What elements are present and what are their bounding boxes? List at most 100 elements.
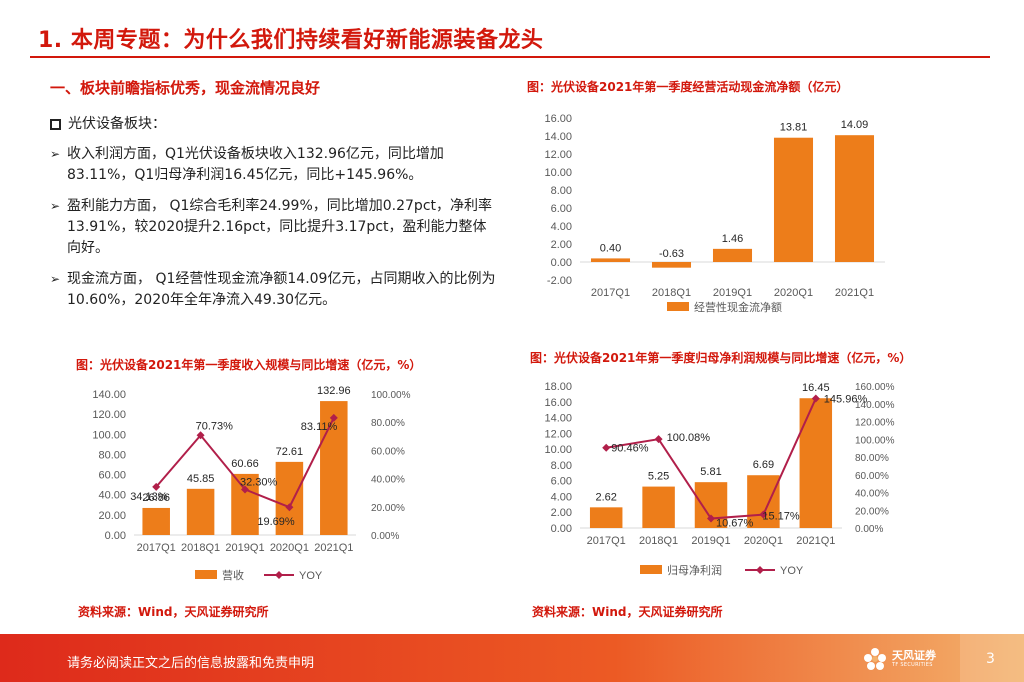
source-note-left: 资料来源：Wind，天风证券研究所 [78, 605, 269, 619]
x-tick-label: 2017Q1 [137, 542, 176, 554]
bar [834, 135, 875, 262]
y-tick-label: -2.00 [547, 275, 572, 287]
y-tick-label: 10.00 [544, 167, 572, 179]
legend-label: 经营性现金流净额 [694, 300, 782, 314]
cashflow-chart-title: 图：光伏设备2021年第一季度经营活动现金流净额（亿元） [527, 80, 849, 94]
revenue-chart: 140.00 120.00 100.00 80.00 60.00 40.00 20.00 0.… [92, 385, 410, 582]
y-tick-label: 16.00 [544, 113, 572, 125]
square-bullet-icon [50, 119, 61, 130]
bar [275, 461, 304, 535]
bar [320, 401, 348, 535]
arrow-bullet-icon: ➢ [50, 272, 61, 286]
bar [712, 248, 753, 262]
y2-tick-label: 0.00% [371, 531, 399, 542]
x-tick-label: 2019Q1 [691, 535, 730, 547]
title-divider [30, 56, 990, 58]
flower-logo-icon [864, 648, 886, 670]
yoy-marker [285, 503, 294, 512]
y-tick-label: 8.00 [551, 185, 572, 197]
y-tick-label: 0.00 [551, 257, 572, 269]
bar [186, 488, 215, 535]
bar [142, 507, 170, 535]
y2-tick-label: 100.00% [855, 435, 895, 446]
y-tick-label: 14.00 [544, 413, 572, 425]
bar-value-label: 16.45 [802, 382, 830, 394]
y-tick-label: 6.00 [551, 203, 572, 215]
yoy-value-label: 32.30% [240, 476, 278, 488]
yoy-value-label: 145.96% [824, 393, 868, 405]
y2-tick-label: 80.00% [855, 453, 889, 464]
y-tick-label: 80.00 [98, 449, 126, 461]
bar-value-label: 0.40 [600, 242, 621, 254]
x-tick-label: 2018Q1 [181, 542, 220, 554]
arrow-bullet-icon: ➢ [50, 147, 61, 161]
legend-label: YOY [299, 570, 323, 582]
arrow-bullet-icon: ➢ [50, 199, 61, 213]
legend-bar-swatch [667, 302, 689, 311]
legend-label: 归母净利润 [667, 563, 722, 577]
text-block: 光伏设备板块： ➢ 收入利润方面，Q1光伏设备板块收入132.96亿元，同比增加… [50, 114, 500, 321]
bar [642, 486, 675, 528]
yoy-value-label: 10.67% [716, 518, 754, 530]
cashflow-chart: 16.00 14.00 12.00 10.00 8.00 6.00 4.00 2.00 0.00… [544, 113, 885, 314]
yoy-value-label: 34.13% [130, 491, 168, 503]
logo-chinese-text: 天风证券 [892, 648, 936, 662]
bar-value-label: 13.81 [780, 122, 808, 134]
y-tick-label: 60.00 [98, 470, 126, 482]
bar [773, 137, 814, 262]
footer-band [0, 634, 1024, 682]
bar [589, 507, 623, 528]
page-number: 3 [986, 651, 995, 667]
y-tick-label: 8.00 [551, 460, 572, 472]
x-tick-label: 2021Q1 [796, 535, 835, 547]
y2-tick-label: 60.00% [371, 446, 405, 457]
section-heading: 一、板块前瞻指标优秀，现金流情况良好 [50, 79, 321, 97]
x-tick-label: 2021Q1 [835, 287, 874, 299]
bar-value-label: 72.61 [276, 446, 304, 458]
bar-value-label: 2.62 [595, 491, 616, 503]
x-tick-label: 2021Q1 [314, 542, 353, 554]
legend-line-marker [275, 571, 283, 579]
legend-label: YOY [780, 565, 804, 577]
y-tick-label: 20.00 [98, 510, 126, 522]
subsection-label: 光伏设备板块： [68, 116, 166, 132]
yoy-value-label: 19.69% [257, 516, 295, 528]
yoy-value-label: 90.46% [611, 443, 649, 455]
y-tick-label: 0.00 [551, 523, 572, 535]
x-tick-label: 2020Q1 [774, 287, 813, 299]
yoy-marker [329, 413, 338, 422]
y-tick-label: 12.00 [544, 428, 572, 440]
y-tick-label: 18.00 [544, 381, 572, 393]
x-tick-label: 2017Q1 [591, 287, 630, 299]
y-tick-label: 100.00 [92, 429, 126, 441]
yoy-marker [707, 514, 715, 523]
y-tick-label: 16.00 [544, 397, 572, 409]
yoy-marker [602, 443, 611, 452]
bullet-item: ➢ 收入利润方面，Q1光伏设备板块收入132.96亿元，同比增加83.11%，Q… [50, 144, 500, 186]
bar-value-label: -0.63 [659, 248, 684, 260]
y2-tick-label: 140.00% [855, 400, 895, 411]
bar-value-label: 14.09 [841, 119, 869, 131]
disclaimer-text: 请务必阅读正文之后的信息披露和免责申明 [67, 656, 315, 671]
netprofit-chart: 18.00 16.00 14.00 12.00 10.00 8.00 6.00 4.00 2.0… [544, 381, 895, 577]
bar-value-label: 45.85 [187, 473, 215, 485]
bar-value-label: 1.46 [722, 233, 743, 245]
x-tick-label: 2020Q1 [270, 542, 309, 554]
legend-bar-swatch [640, 565, 662, 574]
y2-tick-label: 160.00% [855, 382, 895, 393]
yoy-marker [241, 485, 249, 494]
footer-notch [960, 634, 1024, 682]
yoy-value-label: 83.11% [301, 421, 338, 433]
page-title: 1. 本周专题：为什么我们持续看好新能源装备龙头 [38, 28, 544, 53]
y2-tick-label: 80.00% [371, 418, 405, 429]
logo-english-text: TF SECURITIES [892, 661, 933, 668]
revenue-chart-title: 图：光伏设备2021年第一季度收入规模与同比增速（亿元，%） [76, 358, 422, 372]
yoy-value-label: 70.73% [196, 420, 234, 432]
x-tick-label: 2017Q1 [587, 535, 626, 547]
yoy-marker [811, 394, 820, 403]
company-logo: 天风证券 TF SECURITIES [862, 646, 936, 672]
y-tick-label: 40.00 [98, 490, 126, 502]
netprofit-chart-title: 图：光伏设备2021年第一季度归母净利润规模与同比增速（亿元，%） [530, 351, 912, 365]
yoy-marker [196, 431, 205, 440]
legend-label: 营收 [222, 568, 244, 582]
